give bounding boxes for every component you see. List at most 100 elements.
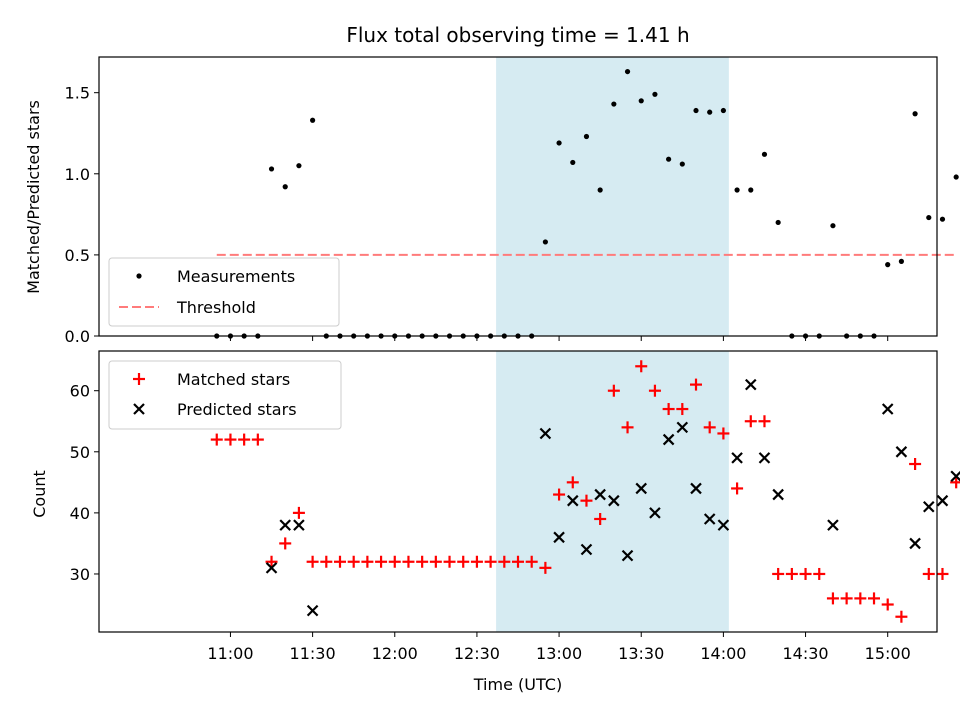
- matched-star-marker: [539, 561, 552, 574]
- predicted-star-marker: [772, 488, 784, 501]
- matched-star-marker: [950, 476, 960, 489]
- predicted-star-marker: [690, 482, 702, 495]
- measurement-point: [638, 98, 644, 104]
- measurement-point: [542, 239, 548, 245]
- measurement-point: [556, 140, 562, 146]
- matched-star-marker: [512, 555, 524, 568]
- x-tick-label: 12:00: [372, 644, 418, 663]
- measurement-point: [693, 107, 699, 114]
- predicted-star-marker: [293, 519, 305, 531]
- legend-threshold-label: Threshold: [176, 298, 256, 317]
- matched-star-marker: [635, 360, 648, 373]
- x-axis-label: Time (UTC): [473, 675, 562, 694]
- top-observing-span: [496, 57, 729, 336]
- predicted-star-marker: [539, 427, 552, 440]
- matched-star-marker: [854, 592, 867, 605]
- measurement-point: [830, 223, 836, 229]
- legend-matched-label: Matched stars: [177, 370, 290, 389]
- matched-star-marker: [744, 415, 757, 428]
- top-y-tick-label: 0.0: [65, 327, 90, 346]
- predicted-star-marker: [881, 403, 894, 415]
- legend-predicted-marker: [133, 403, 145, 415]
- measurement-point: [885, 262, 891, 268]
- bottom-observing-span: [496, 351, 729, 632]
- bottom-y-tick-label: 50: [70, 443, 90, 462]
- top-y-axis-ticks: 0.0 0.5 1.0 1.5: [65, 84, 99, 346]
- predicted-star-marker: [731, 452, 743, 464]
- measurement-point: [761, 151, 768, 157]
- x-tick-label: 14:30: [782, 644, 828, 663]
- matched-star-marker: [690, 378, 703, 391]
- matched-star-marker: [484, 555, 497, 568]
- matched-star-marker: [498, 555, 511, 568]
- matched-star-marker: [443, 555, 456, 568]
- x-tick-label: 11:30: [290, 644, 336, 663]
- top-y-tick-label: 0.5: [65, 246, 90, 265]
- predicted-star-marker: [923, 500, 935, 513]
- count-points: [210, 360, 960, 623]
- measurement-point: [775, 219, 781, 226]
- matched-star-marker: [881, 598, 894, 611]
- measurement-point: [734, 187, 740, 193]
- matched-star-marker: [826, 592, 839, 605]
- top-axes-frame: [98, 56, 938, 337]
- measurement-point: [583, 133, 590, 140]
- matched-star-marker: [429, 555, 442, 568]
- matched-star-marker: [525, 555, 538, 568]
- predicted-star-marker: [758, 452, 771, 464]
- bottom-y-axis-ticks: 30 40 50 60: [70, 382, 99, 584]
- matched-star-marker: [375, 555, 388, 568]
- matched-star-marker: [785, 567, 798, 580]
- predicted-star-marker: [566, 494, 579, 507]
- measurement-point: [268, 166, 275, 172]
- predicted-star-marker: [827, 519, 839, 531]
- predicted-star-marker: [279, 519, 292, 531]
- measurement-point: [296, 163, 302, 169]
- matched-star-marker: [758, 415, 771, 428]
- x-tick-label: 12:30: [454, 644, 500, 663]
- matched-star-marker: [676, 403, 689, 416]
- measurement-point: [310, 117, 316, 123]
- matched-star-marker: [457, 555, 470, 568]
- top-y-tick-label: 1.0: [65, 165, 90, 184]
- bottom-y-tick-label: 60: [70, 382, 90, 401]
- matched-star-marker: [621, 421, 634, 434]
- predicted-star-marker: [936, 494, 949, 507]
- matched-star-marker: [895, 610, 908, 623]
- measurement-point: [282, 184, 288, 190]
- predicted-star-marker: [703, 513, 716, 525]
- matched-star-marker: [566, 476, 579, 489]
- top-legend-box: [108, 257, 340, 327]
- matched-star-marker: [868, 592, 881, 605]
- predicted-star-marker: [580, 543, 593, 556]
- top-panel: 0.0 0.5 1.0 1.5 Matched/Predicted stars Mea…: [24, 56, 959, 346]
- matched-star-marker: [210, 433, 223, 446]
- matched-star-marker: [772, 567, 785, 580]
- matched-star-marker: [402, 555, 415, 568]
- bottom-y-tick-label: 30: [70, 565, 90, 584]
- matched-star-marker: [909, 458, 922, 471]
- top-y-tick-label: 1.5: [65, 84, 90, 103]
- matched-star-marker: [799, 567, 812, 580]
- matched-star-marker: [731, 482, 744, 495]
- predicted-star-marker: [676, 421, 689, 434]
- matched-star-marker: [320, 555, 333, 568]
- predicted-star-marker: [909, 537, 921, 550]
- matched-star-marker: [361, 555, 374, 568]
- bottom-legend: Matched stars Predicted stars: [108, 360, 342, 430]
- bottom-x-axis-ticks: 11:00 11:30 12:00 12:30 13:00 13:30 14:00 14:30…: [207, 632, 911, 663]
- matched-star-marker: [251, 433, 264, 446]
- predicted-star-marker: [553, 531, 565, 544]
- matched-star-marker: [594, 512, 607, 525]
- predicted-star-marker: [744, 378, 757, 391]
- matched-star-marker: [416, 555, 429, 568]
- predicted-star-marker: [306, 604, 319, 617]
- x-tick-label: 13:30: [618, 644, 664, 663]
- matched-star-marker: [840, 592, 853, 605]
- bottom-legend-box: [108, 360, 342, 430]
- matched-star-marker: [265, 555, 278, 568]
- measurement-point: [720, 107, 726, 114]
- measurement-point: [597, 187, 603, 193]
- predicted-star-marker: [895, 446, 908, 458]
- legend-predicted-label: Predicted stars: [177, 400, 297, 419]
